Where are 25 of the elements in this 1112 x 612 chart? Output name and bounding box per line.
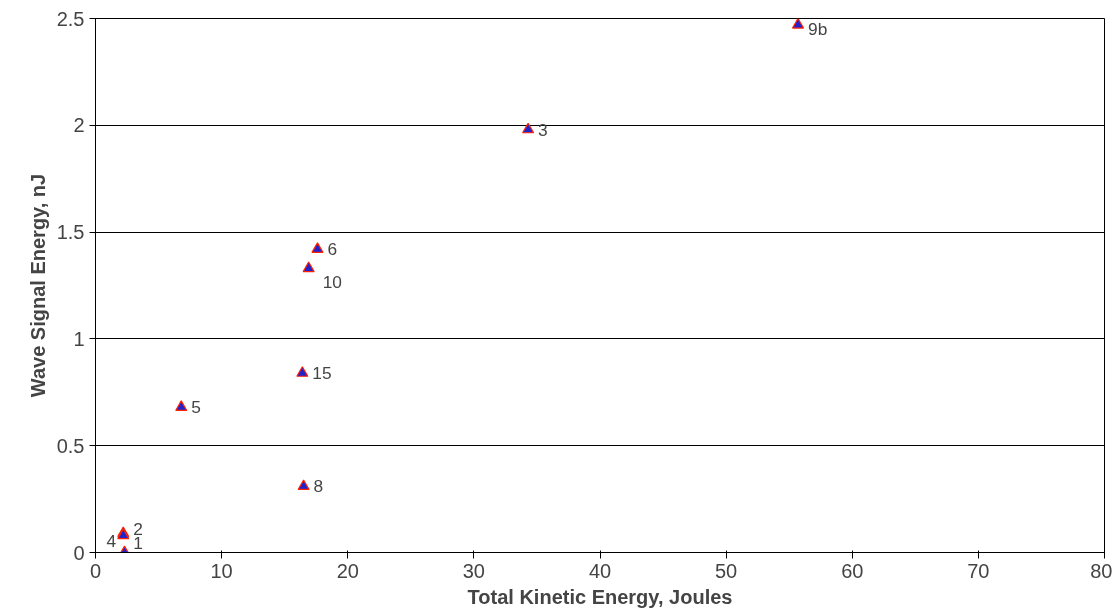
- x-tick-label: 50: [715, 559, 738, 582]
- annotation: 8: [313, 476, 324, 497]
- x-axis-title: Total Kinetic Energy, Joules: [467, 585, 733, 608]
- x-tick-label: 0: [89, 559, 102, 582]
- x-tick-label: 10: [210, 559, 233, 582]
- y-tick-label: 1: [73, 327, 85, 350]
- x-tick-label: 70: [967, 559, 990, 582]
- annotation: 15: [312, 363, 332, 384]
- annotation: 3: [538, 119, 548, 140]
- annotation: 10: [322, 272, 342, 293]
- annotation: 6: [327, 239, 338, 260]
- annotation: 4: [106, 530, 117, 551]
- x-tick-label: 30: [462, 559, 485, 582]
- y-tick-label: 2: [73, 114, 85, 137]
- y-tick-label: 2.5: [56, 7, 85, 30]
- x-tick-label: 40: [588, 559, 612, 582]
- y-axis-title: Wave Signal Energy, nJ: [26, 173, 49, 398]
- y-tick-label: 0: [73, 541, 85, 564]
- x-tick-label: 60: [841, 559, 864, 582]
- y-tick-label: 0.5: [56, 434, 85, 457]
- x-tick-label: 80: [1090, 559, 1112, 582]
- annotation: 9b: [808, 18, 828, 39]
- x-tick-label: 20: [336, 559, 359, 582]
- y-tick-label: 1.5: [56, 221, 85, 244]
- annotation: 5: [191, 397, 201, 418]
